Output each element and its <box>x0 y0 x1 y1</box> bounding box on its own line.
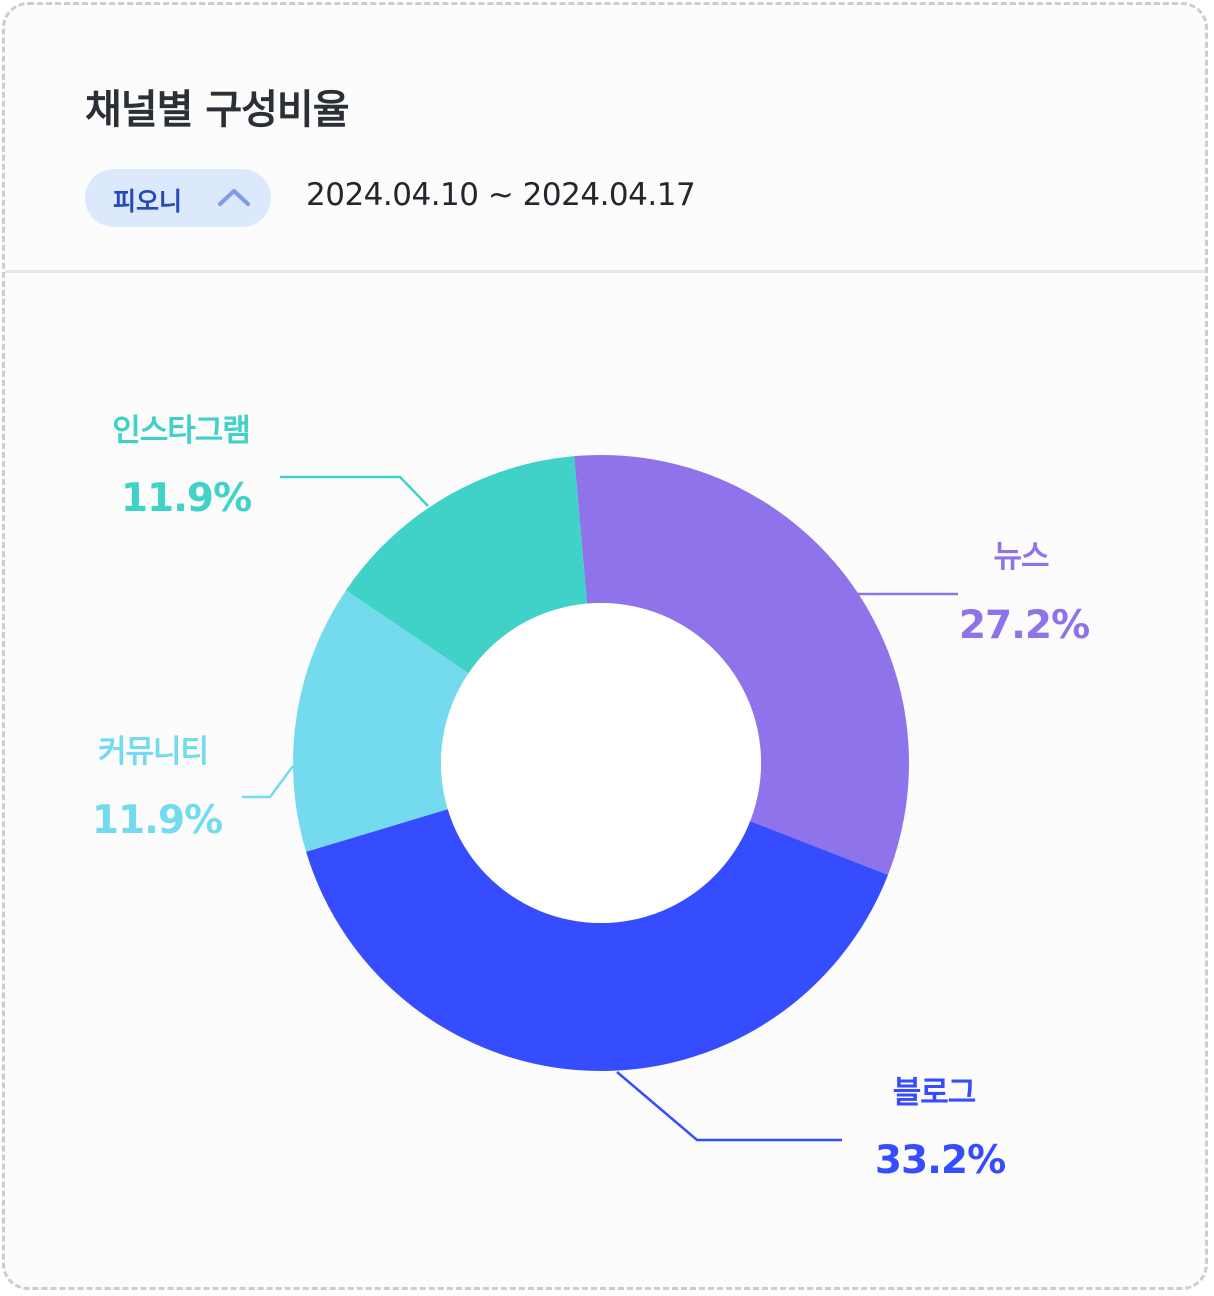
slice-label-3: 커뮤니티 <box>98 734 208 770</box>
slice-value-2: 33.2% <box>875 1138 1005 1183</box>
slice-label-2: 블로그 <box>893 1075 976 1111</box>
slice-label-1: 뉴스 <box>993 539 1049 575</box>
card-title: 채널별 구성비율 <box>85 87 350 133</box>
brand-filter-dropdown[interactable]: 피오니 <box>85 169 271 227</box>
header-divider <box>5 270 1205 273</box>
donut-slice-3[interactable] <box>293 590 469 852</box>
leader-line-3 <box>242 765 295 799</box>
donut-hole <box>441 603 761 923</box>
date-range: 2024.04.10 ~ 2024.04.17 <box>306 177 696 213</box>
slice-value-3: 11.9% <box>92 798 222 843</box>
donut-slice-2[interactable] <box>306 809 888 1071</box>
leader-line-2 <box>616 1071 842 1142</box>
donut-slice-4[interactable] <box>346 456 588 674</box>
slice-value-4: 11.9% <box>121 476 251 521</box>
donut-slice-1[interactable] <box>574 455 909 875</box>
chevron-up-icon <box>218 189 250 206</box>
slice-value-1: 27.2% <box>959 603 1089 648</box>
leader-line-4 <box>280 475 429 507</box>
brand-filter-label: 피오니 <box>113 187 183 216</box>
slice-label-4: 인스타그램 <box>112 413 250 449</box>
